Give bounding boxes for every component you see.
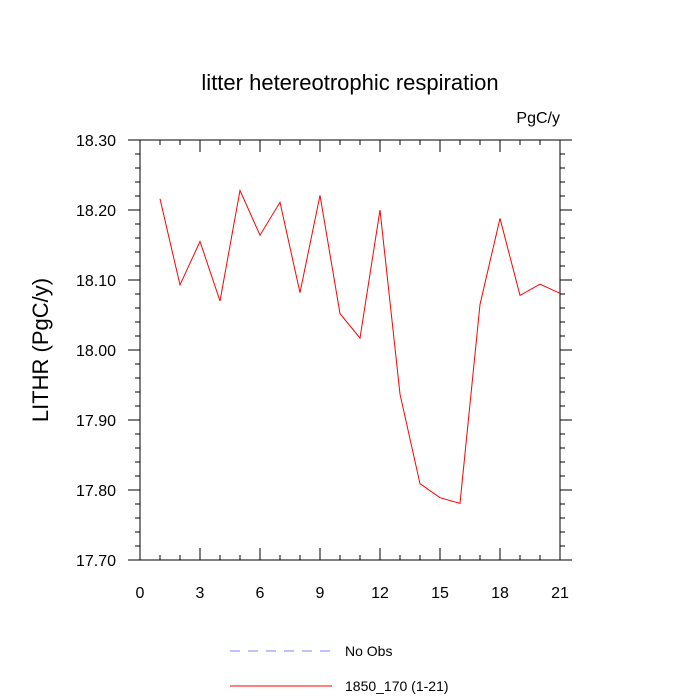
- series-layer: [159, 188, 561, 504]
- x-tick-label: 12: [371, 585, 389, 602]
- y-tick-label: 17.90: [76, 413, 116, 430]
- y-tick-label: 17.70: [76, 553, 116, 570]
- x-tick-label: 21: [551, 585, 569, 602]
- y-tick-label: 18.10: [76, 273, 116, 290]
- y-tick-label: 18.30: [76, 133, 116, 150]
- x-tick-label: 9: [316, 585, 325, 602]
- y-tick-label: 18.00: [76, 343, 116, 360]
- legend-label: 1850_170 (1-21): [345, 678, 449, 694]
- units-label: PgC/y: [516, 110, 560, 127]
- y-axis-label: LITHR (PgC/y): [28, 278, 53, 422]
- x-tick-label: 0: [136, 585, 145, 602]
- legend-label: No Obs: [345, 643, 392, 659]
- series-line: [159, 188, 561, 504]
- chart-title: litter hetereotrophic respiration: [201, 70, 498, 95]
- x-tick-label: 18: [491, 585, 509, 602]
- x-tick-label: 6: [256, 585, 265, 602]
- x-tick-label: 3: [196, 585, 205, 602]
- y-tick-label: 17.80: [76, 483, 116, 500]
- axis-ticks: 0 3 6 9 12 15 18 21 17.70 17.80 17.90 18.00 18.10 18.…: [76, 133, 572, 602]
- x-tick-label: 15: [431, 585, 449, 602]
- plot-frame: [139, 139, 561, 561]
- legend: No Obs 1850_170 (1-21): [230, 643, 449, 694]
- y-tick-label: 18.20: [76, 203, 116, 220]
